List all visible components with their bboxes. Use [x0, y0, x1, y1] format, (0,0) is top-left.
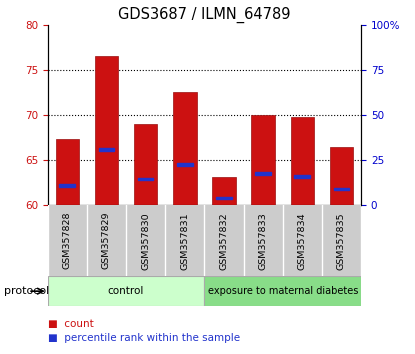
Text: exposure to maternal diabetes: exposure to maternal diabetes: [208, 286, 358, 296]
Bar: [330, 147, 353, 205]
Text: GSM357830: GSM357830: [141, 212, 150, 269]
Bar: [295, 175, 310, 178]
Text: GSM357833: GSM357833: [259, 212, 268, 270]
Bar: [95, 56, 118, 205]
Bar: [173, 92, 197, 205]
Bar: [56, 139, 79, 205]
Bar: [216, 197, 232, 199]
Text: GSM357829: GSM357829: [102, 212, 111, 269]
Title: GDS3687 / ILMN_64789: GDS3687 / ILMN_64789: [118, 7, 290, 23]
Bar: [138, 178, 154, 181]
Text: GSM357831: GSM357831: [180, 212, 189, 269]
Text: GSM357828: GSM357828: [63, 212, 72, 269]
Bar: [48, 276, 205, 306]
Bar: [99, 148, 114, 151]
Bar: [134, 124, 157, 205]
Bar: [255, 172, 271, 175]
Bar: [334, 188, 349, 190]
Text: GSM357834: GSM357834: [298, 212, 307, 269]
Bar: [290, 117, 314, 205]
Bar: [212, 177, 236, 205]
Bar: [251, 115, 275, 205]
Text: GSM357835: GSM357835: [337, 212, 346, 269]
Text: ■  percentile rank within the sample: ■ percentile rank within the sample: [48, 333, 240, 343]
Text: GSM357832: GSM357832: [220, 212, 229, 269]
Text: protocol: protocol: [4, 286, 49, 296]
Text: ■  count: ■ count: [48, 319, 93, 329]
Bar: [177, 163, 193, 166]
Text: control: control: [108, 286, 144, 296]
Bar: [205, 276, 361, 306]
Bar: [59, 184, 75, 187]
